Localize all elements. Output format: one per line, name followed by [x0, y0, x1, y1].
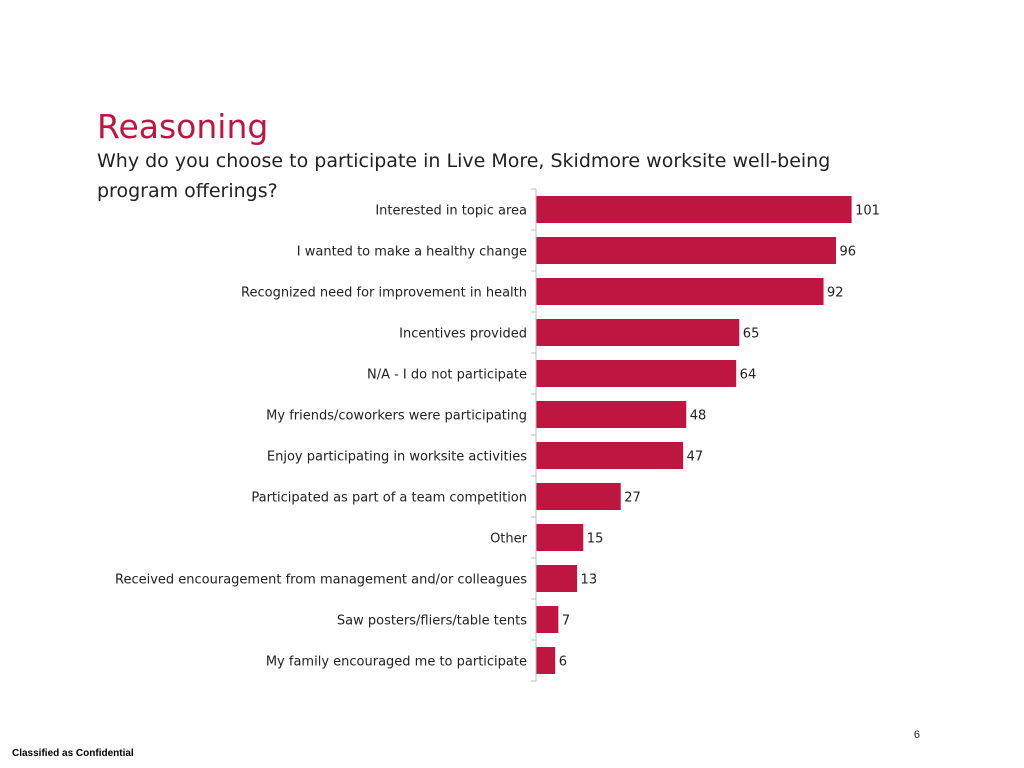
category-label: N/A - I do not participate: [367, 368, 527, 383]
category-label: Saw posters/fliers/table tents: [337, 614, 527, 629]
data-label: 96: [840, 245, 857, 260]
bar: [536, 237, 837, 264]
category-label: Other: [490, 532, 528, 547]
slide-subtitle: Why do you choose to participate in Live…: [97, 150, 831, 202]
data-label: 65: [743, 327, 760, 342]
bar: [536, 319, 740, 346]
bar: [536, 360, 737, 387]
category-label: Received encouragement from management a…: [115, 573, 527, 588]
category-label: My friends/coworkers were participating: [266, 409, 527, 424]
bar: [536, 565, 578, 592]
category-label: Interested in topic area: [375, 204, 527, 219]
bar: [536, 401, 687, 428]
slide-title: Reasoning: [97, 107, 269, 146]
bar: [536, 524, 584, 551]
data-label: 48: [690, 409, 707, 424]
data-label: 64: [740, 368, 757, 383]
bar: [536, 196, 852, 223]
classification-label: Classified as Confidential: [12, 748, 134, 759]
page-number: 6: [913, 729, 920, 741]
category-label: Incentives provided: [399, 327, 527, 342]
category-label: My family encouraged me to participate: [266, 655, 527, 670]
category-label: Recognized need for improvement in healt…: [241, 286, 527, 301]
data-label: 101: [855, 204, 880, 219]
bar: [536, 483, 621, 510]
bar: [536, 606, 559, 633]
category-label: Participated as part of a team competiti…: [251, 491, 527, 506]
data-label: 47: [687, 450, 704, 465]
data-label: 13: [581, 573, 598, 588]
data-label: 27: [624, 491, 641, 506]
category-label: I wanted to make a healthy change: [297, 245, 527, 260]
data-label: 7: [562, 614, 570, 629]
data-label: 92: [827, 286, 844, 301]
data-label: 15: [587, 532, 604, 547]
bar: [536, 278, 824, 305]
bar: [536, 647, 556, 674]
bar: [536, 442, 684, 469]
category-label: Enjoy participating in worksite activiti…: [267, 450, 527, 465]
data-label: 6: [559, 655, 567, 670]
